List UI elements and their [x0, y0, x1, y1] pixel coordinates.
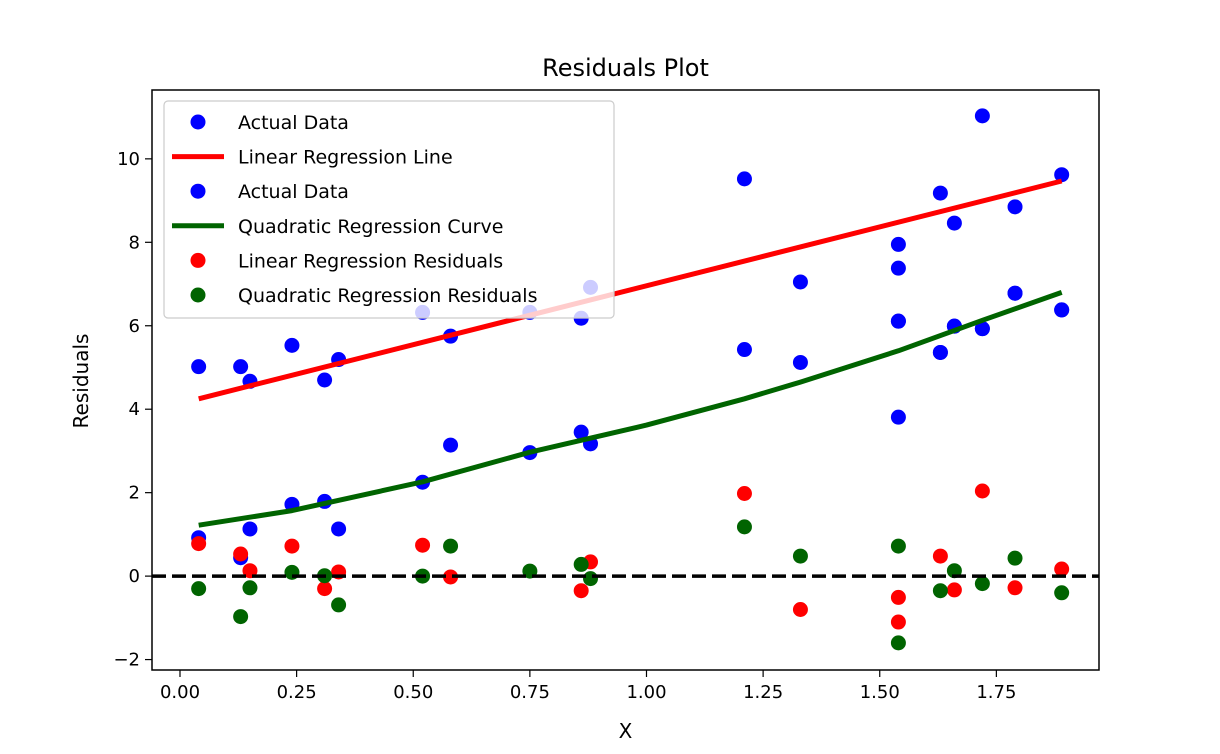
x-tick-label: 1.75: [976, 682, 1016, 703]
x-tick-label: 1.25: [743, 682, 783, 703]
legend-label: Quadratic Regression Curve: [238, 216, 503, 238]
y-tick-label: −2: [113, 650, 140, 671]
legend-label: Quadratic Regression Residuals: [238, 285, 537, 307]
data-point-5: [443, 538, 459, 554]
data-point-2: [242, 521, 258, 537]
data-point-5: [890, 538, 906, 554]
data-point-4: [946, 582, 962, 598]
y-tick-label: 4: [129, 399, 140, 420]
data-point-2: [1054, 302, 1070, 318]
data-point-2: [890, 313, 906, 329]
legend: Actual Data Linear Regression Line Actual …: [163, 100, 615, 319]
data-point-0: [1007, 199, 1023, 215]
data-point-2: [331, 521, 347, 537]
data-point-5: [242, 580, 258, 596]
y-tick-label: 2: [129, 483, 140, 504]
x-tick-label: 0.75: [510, 682, 550, 703]
data-point-4: [890, 589, 906, 605]
legend-marker-swatch: [190, 287, 206, 303]
legend-box: [163, 100, 615, 319]
data-point-0: [1054, 167, 1070, 183]
data-point-4: [191, 536, 207, 552]
x-tick-label: 0.50: [393, 682, 433, 703]
x-tick-label: 1.50: [860, 682, 900, 703]
data-point-5: [233, 609, 249, 625]
y-tick-label: 10: [117, 149, 140, 170]
data-point-0: [974, 108, 990, 124]
series-line-3: [198, 290, 1063, 528]
data-point-2: [573, 424, 589, 440]
y-tick-label: 6: [129, 316, 140, 337]
x-tick-label: 0.25: [277, 682, 317, 703]
data-point-5: [1007, 550, 1023, 566]
legend-marker-swatch: [190, 252, 206, 268]
data-point-4: [573, 583, 589, 599]
data-point-4: [974, 483, 990, 499]
x-axis: 0.00 0.25 0.50 0.75 1.00 1.25 1.50 1.75: [160, 670, 1016, 703]
data-point-4: [736, 485, 752, 501]
data-point-5: [792, 548, 808, 564]
data-point-5: [1054, 585, 1070, 601]
y-tick-label: 0: [129, 566, 140, 587]
data-point-5: [932, 583, 948, 599]
legend-label: Actual Data: [238, 181, 349, 203]
plot-layer: [152, 108, 1099, 651]
data-point-5: [736, 519, 752, 535]
data-point-2: [792, 354, 808, 370]
data-point-0: [792, 274, 808, 290]
data-point-5: [331, 597, 347, 613]
y-axis-label: Residuals: [69, 334, 93, 429]
legend-label: Linear Regression Line: [238, 147, 453, 169]
data-point-4: [443, 569, 459, 585]
legend-marker-swatch: [190, 183, 206, 199]
data-point-0: [736, 171, 752, 187]
data-point-2: [974, 321, 990, 337]
series-line-1: [198, 178, 1063, 402]
data-point-4: [890, 614, 906, 630]
data-point-0: [932, 185, 948, 201]
data-point-4: [284, 538, 300, 554]
data-point-2: [736, 342, 752, 358]
data-point-2: [1007, 285, 1023, 301]
x-tick-label: 0.00: [160, 682, 200, 703]
data-point-5: [191, 581, 207, 597]
plot-area-frame: [151, 89, 1100, 671]
data-point-5: [974, 576, 990, 592]
x-axis-label: X: [619, 719, 633, 743]
chart-title: Residuals Plot: [542, 54, 709, 82]
legend-label: Actual Data: [238, 112, 349, 134]
legend-label: Linear Regression Residuals: [238, 250, 503, 272]
data-point-0: [191, 359, 207, 375]
data-point-4: [1007, 580, 1023, 596]
data-point-5: [583, 571, 599, 587]
data-point-2: [443, 437, 459, 453]
data-point-4: [1054, 561, 1070, 577]
data-point-2: [932, 344, 948, 360]
data-point-4: [792, 601, 808, 617]
data-point-4: [233, 546, 249, 562]
legend-marker-swatch: [190, 114, 206, 130]
data-point-0: [890, 236, 906, 252]
data-point-5: [890, 635, 906, 651]
y-axis: −2 0 2 4 6 8 10: [113, 149, 152, 671]
data-point-0: [284, 337, 300, 353]
data-point-0: [946, 215, 962, 231]
data-point-0: [233, 359, 249, 375]
data-point-5: [573, 556, 589, 572]
data-point-0: [890, 409, 906, 425]
data-point-0: [317, 372, 333, 388]
data-point-0: [890, 260, 906, 276]
x-tick-label: 1.00: [626, 682, 666, 703]
data-point-4: [932, 548, 948, 564]
data-point-4: [317, 581, 333, 597]
y-tick-label: 8: [129, 232, 140, 253]
data-point-4: [415, 537, 431, 553]
